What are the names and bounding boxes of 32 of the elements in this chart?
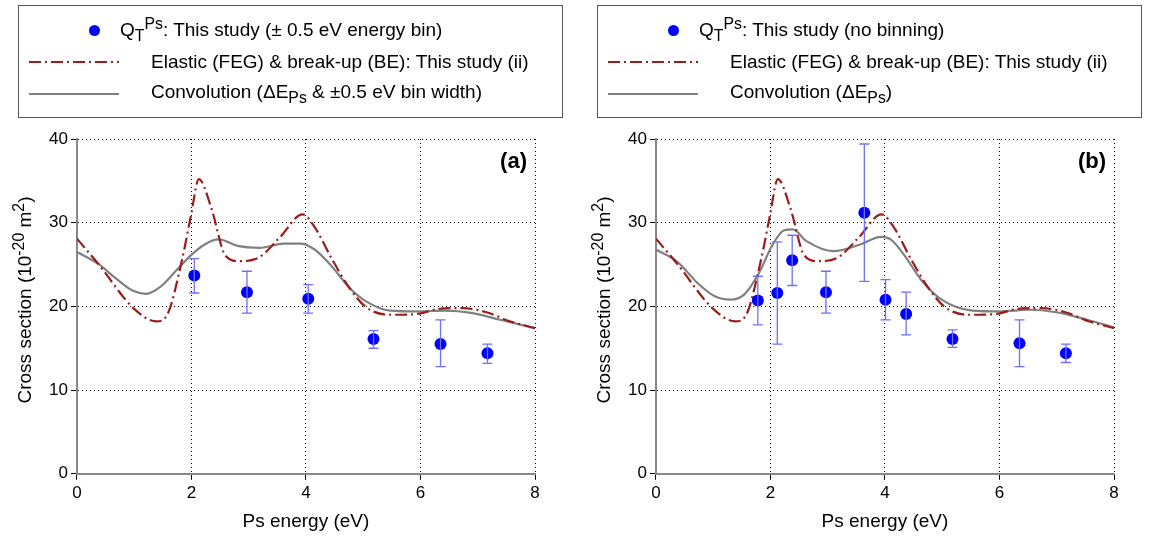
x-axis-title: Ps energy (eV) [242, 509, 370, 531]
legend-label: Convolution (ΔE$_{Ps}$) [730, 81, 893, 107]
y-tick-label: 40 [48, 128, 68, 148]
x-tick-label: 2 [186, 482, 197, 502]
y-tick-label: 30 [627, 212, 647, 232]
x-tick-label: 0 [72, 482, 82, 502]
x-tick-label: 6 [415, 482, 426, 502]
legend-label: Elastic (FEG) & break-up (BE): This study (ii) [151, 51, 529, 73]
y-tick-label: 0 [58, 463, 68, 483]
y-tick-label: 10 [48, 379, 68, 399]
y-tick-label: 0 [637, 463, 647, 483]
legend-label: Q$_{T}$$^{Ps}$: This study (± 0.5 eV energy bin) [120, 14, 443, 46]
annotation: (a) [500, 148, 527, 174]
line-series [655, 178, 1114, 330]
x-tick-label: 8 [1109, 482, 1119, 502]
legend-label: Elastic (FEG) & break-up (BE): This study (ii) [730, 51, 1108, 73]
legend-label: Convolution (ΔE$_{Ps}$ & ±0.5 eV bin width) [151, 81, 482, 107]
x-tick-label: 4 [301, 482, 311, 502]
x-tick-label: 2 [765, 482, 776, 502]
x-tick-label: 4 [880, 482, 890, 502]
y-tick-label: 20 [48, 296, 68, 316]
y-tick-label: 30 [48, 212, 68, 232]
legend-label: Q$_{T}$$^{Ps}$: This study (no binning) [699, 14, 945, 46]
x-tick-label: 0 [651, 482, 661, 502]
y-tick-label: 20 [627, 296, 647, 316]
y-tick-label: 40 [627, 128, 647, 148]
line-series [76, 178, 535, 330]
x-tick-label: 8 [530, 482, 540, 502]
y-tick-label: 10 [627, 379, 647, 399]
annotation: (b) [1077, 148, 1106, 174]
x-axis-title: Ps energy (eV) [821, 509, 949, 531]
x-tick-label: 6 [994, 482, 1005, 502]
